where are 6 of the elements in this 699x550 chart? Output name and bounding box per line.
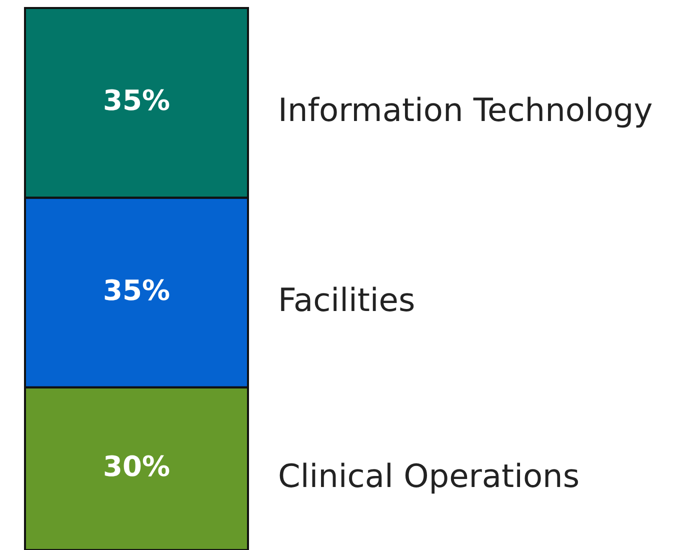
data-label: 30% — [102, 450, 170, 483]
data-label: 35% — [102, 84, 170, 118]
data-label: 35% — [102, 274, 170, 307]
series-label: Clinical Operations — [278, 457, 580, 496]
series-label: Facilities — [278, 280, 416, 319]
series-label: Information Technology — [278, 91, 653, 130]
